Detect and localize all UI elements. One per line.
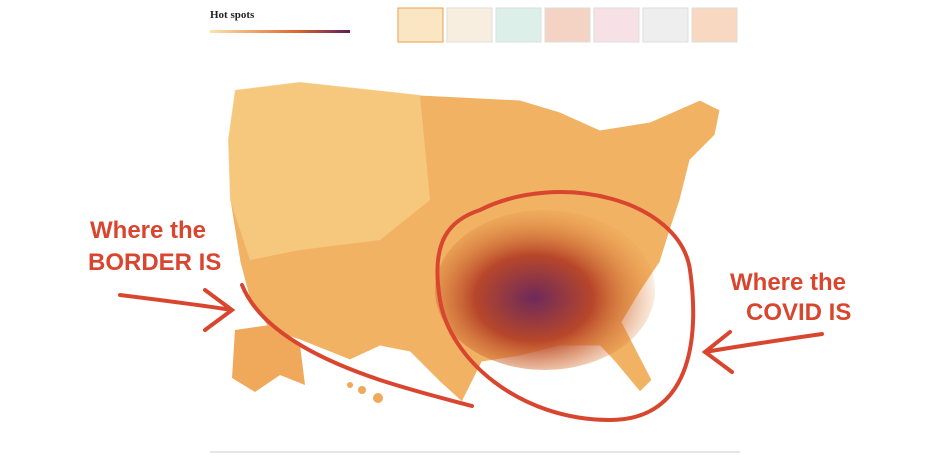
hawaii [347,382,353,388]
tab[interactable] [642,7,689,43]
legend-bar [210,30,350,33]
tab[interactable] [495,7,542,43]
map-title: Hot spots [210,9,255,21]
annotation-text: COVID IS [746,299,851,326]
tab-strip [397,7,738,43]
circle-annotation [435,190,696,423]
alaska [232,325,305,392]
us-map [210,81,740,453]
annotation-text: BORDER IS [88,249,221,276]
hawaii [373,393,383,403]
tab[interactable] [446,7,493,43]
tab[interactable] [691,7,738,43]
tab[interactable] [544,7,591,43]
annotation-text: Where the [730,269,846,296]
annotations [118,190,824,423]
tab[interactable] [593,7,640,43]
annotation-text: Where the [90,217,206,244]
left-arrow [118,288,236,332]
tab[interactable] [397,7,444,43]
southeast-hotspot [435,210,655,370]
border-line [240,283,474,408]
west-region [228,82,430,260]
hawaii [358,386,366,394]
right-arrow [701,330,824,374]
